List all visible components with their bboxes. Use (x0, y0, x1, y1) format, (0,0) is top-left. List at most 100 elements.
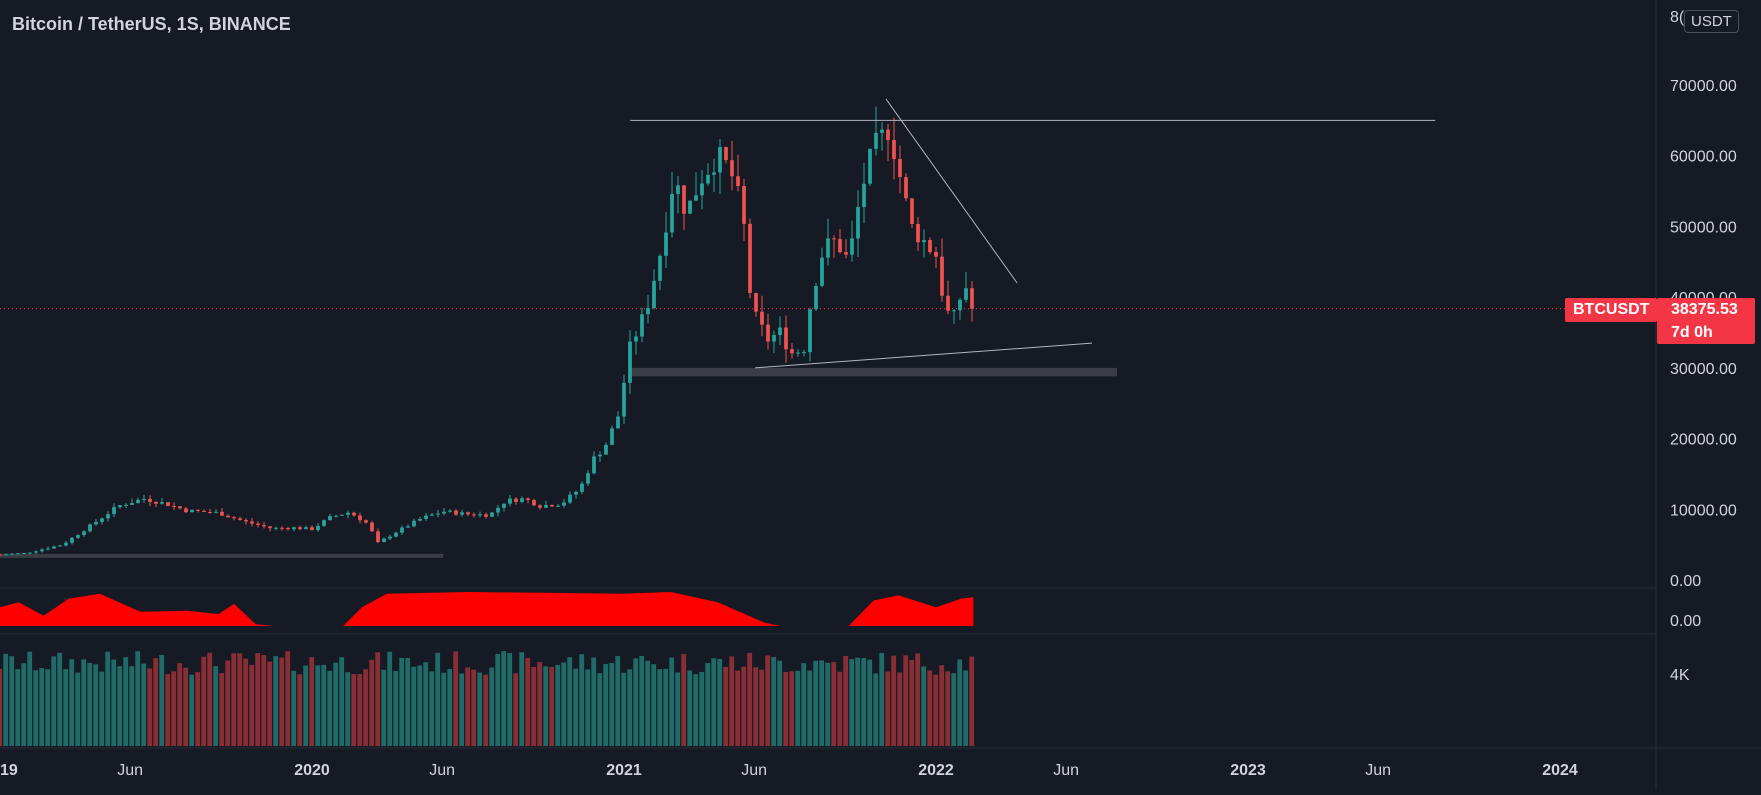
indicator-tick-label: 0.00 (1670, 613, 1701, 630)
candle-body (502, 503, 506, 508)
candle-body (322, 520, 326, 526)
volume-bar (171, 671, 177, 746)
volume-bar (21, 663, 27, 746)
volume-bar (225, 660, 231, 746)
currency-unit-button[interactable]: USDT (1684, 10, 1739, 33)
candle-body (472, 514, 476, 516)
volume-bar (165, 674, 171, 746)
volume-bar (297, 674, 303, 746)
volume-bar (459, 673, 465, 746)
candle-body (826, 238, 830, 258)
volume-bar (423, 662, 429, 746)
candle-body (568, 494, 572, 503)
volume-bar (837, 671, 843, 746)
volume-bar (315, 665, 321, 746)
candle-body (340, 514, 344, 516)
volume-bar (279, 657, 285, 746)
volume-bar (657, 669, 663, 746)
volume-bar (771, 656, 777, 746)
volume-bar (897, 672, 903, 746)
volume-bar (519, 652, 525, 746)
candle-body (100, 518, 104, 522)
volume-bar (411, 666, 417, 746)
volume-bar (387, 651, 393, 746)
volume-bar (675, 672, 681, 746)
volume-bar (561, 662, 567, 746)
volume-bar (615, 656, 621, 746)
volume-bar (681, 654, 687, 746)
candle-body (658, 255, 662, 281)
volume-bar (255, 653, 261, 746)
candle-body (40, 549, 44, 552)
candle-body (838, 239, 842, 253)
volume-bar (15, 669, 21, 746)
candle-body (772, 334, 776, 342)
volume-bar (921, 666, 927, 746)
volume-bar (795, 670, 801, 746)
volume-bar (495, 653, 501, 746)
candle-body (274, 527, 278, 529)
volume-bar (531, 667, 537, 746)
candle-body (412, 520, 416, 527)
volume-bar (285, 651, 291, 746)
volume-bar (141, 663, 147, 746)
candle-body (778, 327, 782, 335)
volume-bar (327, 670, 333, 746)
candle-body (790, 349, 794, 354)
candle-body (964, 288, 968, 300)
x-tick-label: Jun (429, 762, 455, 779)
candle-body (106, 514, 110, 519)
candle-body (694, 195, 698, 201)
candle-body (970, 288, 974, 309)
candle-body (406, 526, 410, 528)
candle-body (670, 193, 674, 233)
candle-body (82, 531, 86, 536)
volume-bar (801, 663, 807, 746)
candle-body (448, 510, 452, 512)
volume-bar (249, 664, 255, 746)
candle-body (532, 499, 536, 506)
candle-body (442, 511, 446, 514)
volume-bar (597, 673, 603, 746)
candle-body (190, 509, 194, 513)
volume-bar (477, 672, 483, 746)
candle-body (58, 545, 62, 547)
volume-bar (501, 651, 507, 746)
candle-body (580, 483, 584, 492)
volume-bar (237, 653, 243, 746)
candle-body (178, 506, 182, 509)
volume-bar (63, 669, 69, 746)
candle-body (820, 257, 824, 286)
candle-body (370, 522, 374, 532)
volume-bar (879, 652, 885, 746)
candle-body (250, 521, 254, 524)
candle-body (418, 518, 422, 521)
y-tick-label: 20000.00 (1670, 432, 1737, 449)
volume-bar (525, 657, 531, 746)
candle-body (214, 511, 218, 513)
x-tick-label: 2024 (1542, 762, 1578, 779)
candle-body (124, 504, 128, 506)
candle-body (574, 491, 578, 495)
candle-body (238, 518, 242, 521)
volume-bar (129, 666, 135, 746)
volume-bar (891, 655, 897, 746)
candle-body (286, 528, 290, 530)
volume-bar (939, 665, 945, 746)
x-tick-label: Jun (1053, 762, 1079, 779)
candle-body (538, 505, 542, 508)
volume-bar (45, 669, 51, 746)
volume-bar (717, 658, 723, 746)
candle-body (640, 314, 644, 337)
candle-body (130, 503, 134, 505)
volume-bar (915, 653, 921, 746)
candle-body (916, 223, 920, 243)
volume-bar (537, 662, 543, 746)
candle-body (226, 515, 230, 518)
volume-bar (669, 657, 675, 746)
volume-bar (543, 666, 549, 746)
y-tick-label: 10000.00 (1670, 502, 1737, 519)
candle-body (118, 505, 122, 508)
